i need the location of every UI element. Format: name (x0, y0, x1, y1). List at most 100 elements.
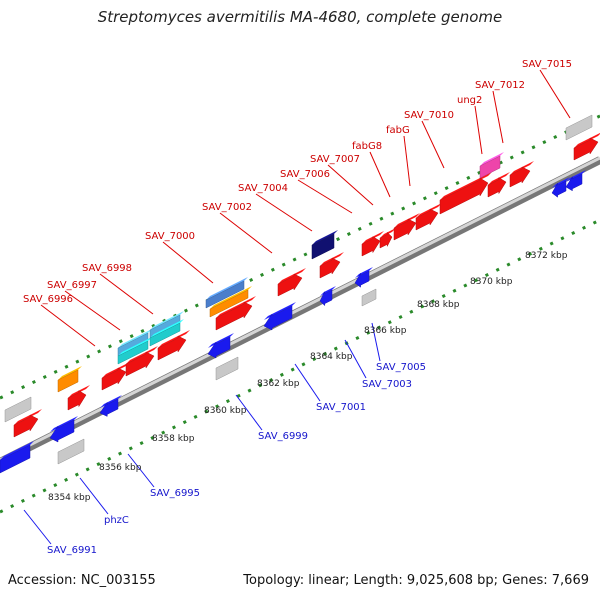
gene-feature (311, 230, 338, 260)
gene-label-sav-6996: SAV_6996 (23, 294, 73, 305)
gene-feature (57, 435, 88, 465)
gene-feature (277, 268, 306, 297)
gene-feature (13, 409, 42, 438)
gene-feature (361, 231, 384, 257)
gene-label-sav-7015: SAV_7015 (522, 59, 572, 70)
gene-label-sav-7000: SAV_7000 (145, 231, 195, 242)
scale-label: 8356 kbp (99, 463, 142, 473)
gene-feature (379, 228, 396, 249)
leader-line (474, 105, 483, 155)
gene-feature (125, 346, 158, 377)
scale-label: 8360 kbp (204, 406, 247, 416)
gene-label-sav-7012: SAV_7012 (475, 80, 525, 91)
gene-label-sav-6991: SAV_6991 (47, 545, 97, 556)
gene-feature (101, 362, 130, 391)
gene-feature (117, 337, 152, 365)
gene-label-sav-7004: SAV_7004 (238, 183, 288, 194)
leader-line (492, 90, 504, 144)
minus-strand-labels: SAV_6991 phzC SAV_6995 SAV_6999 SAV_7001 SAV_… (47, 362, 426, 556)
gene-feature (67, 385, 90, 411)
leader-line (64, 290, 121, 331)
gene-feature (207, 333, 234, 359)
genome-backbone (0, 156, 600, 466)
leader-line (539, 69, 571, 119)
gene-feature (0, 441, 34, 474)
gene-label-sav-6999: SAV_6999 (258, 431, 308, 442)
upper-tick-track (0, 114, 600, 400)
gene-label-sav-7001: SAV_7001 (316, 402, 366, 413)
leader-line (162, 241, 214, 284)
gene-feature (215, 296, 256, 331)
gene-feature (205, 277, 248, 309)
scale-label: 8362 kbp (257, 379, 300, 389)
leader-line (127, 453, 155, 488)
gene-feature (509, 161, 534, 188)
leader-line (255, 193, 313, 232)
gene-label-phzc: phzC (104, 515, 129, 526)
gene-features (0, 111, 600, 474)
minus-label-leaders (23, 322, 381, 545)
scale-labels: 8354 kbp 8356 kbp 8358 kbp 8360 kbp 8362 kbp… (48, 251, 568, 503)
accession-text: Accession: NC_003155 (8, 573, 156, 588)
gene-label-sav-6997: SAV_6997 (47, 280, 97, 291)
gene-feature (263, 302, 296, 331)
gene-feature (209, 286, 252, 318)
leader-line (371, 322, 381, 362)
gene-label-sav-7005: SAV_7005 (376, 362, 426, 373)
scale-label: 8366 kbp (364, 326, 407, 336)
gene-label-fabg: fabG (386, 125, 410, 136)
gene-feature (319, 252, 344, 279)
scale-label: 8372 kbp (525, 251, 568, 261)
leader-line (403, 135, 411, 187)
gene-label-sav-7007: SAV_7007 (310, 154, 360, 165)
gene-feature (354, 267, 373, 288)
gene-feature (49, 416, 78, 443)
gene-label-sav-6998: SAV_6998 (82, 263, 132, 274)
leader-line (219, 212, 273, 254)
map-title: Streptomyces avermitilis MA-4680, comple… (97, 8, 503, 26)
gene-label-fabg8: fabG8 (352, 141, 382, 152)
plus-strand-labels: SAV_6996 SAV_6997 SAV_6998 SAV_7000 SAV_7002… (23, 59, 572, 305)
gene-label-sav-7002: SAV_7002 (202, 202, 252, 213)
scale-label: 8368 kbp (417, 300, 460, 310)
leader-line (297, 179, 353, 214)
gene-feature (157, 330, 190, 361)
scale-label: 8370 kbp (470, 277, 513, 287)
gene-feature (573, 133, 600, 161)
leader-line (327, 164, 374, 206)
plus-label-leaders (40, 69, 571, 347)
leader-line (344, 339, 367, 379)
gene-feature (487, 172, 510, 198)
leader-line (235, 394, 263, 431)
gene-feature (479, 152, 504, 179)
gene-feature (99, 395, 122, 417)
leader-line (23, 509, 52, 545)
scale-label: 8358 kbp (152, 434, 195, 444)
leader-line (294, 363, 321, 402)
gene-feature (551, 177, 570, 198)
gene-label-sav-7006: SAV_7006 (280, 169, 330, 180)
leader-line (79, 477, 109, 515)
gene-label-sav-7010: SAV_7010 (404, 110, 454, 121)
leader-line (421, 120, 445, 169)
gene-label-sav-7003: SAV_7003 (362, 379, 412, 390)
gene-feature (565, 170, 586, 192)
leader-line (369, 151, 391, 198)
gene-feature (57, 366, 82, 393)
scale-label: 8364 kbp (310, 352, 353, 362)
gene-feature (565, 111, 596, 141)
gene-feature (361, 285, 380, 307)
gene-label-ung2: ung2 (457, 95, 482, 106)
gene-feature (415, 203, 442, 231)
leader-line (99, 273, 154, 315)
gene-label-sav-6995: SAV_6995 (150, 488, 200, 499)
gene-feature (439, 172, 492, 215)
genome-summary-text: Topology: linear; Length: 9,025,608 bp; … (243, 573, 589, 588)
gene-feature (319, 286, 336, 307)
scale-label: 8354 kbp (48, 493, 91, 503)
gene-feature (215, 353, 242, 381)
leader-line (40, 304, 96, 347)
gene-feature (393, 213, 420, 241)
gene-feature (4, 393, 35, 423)
